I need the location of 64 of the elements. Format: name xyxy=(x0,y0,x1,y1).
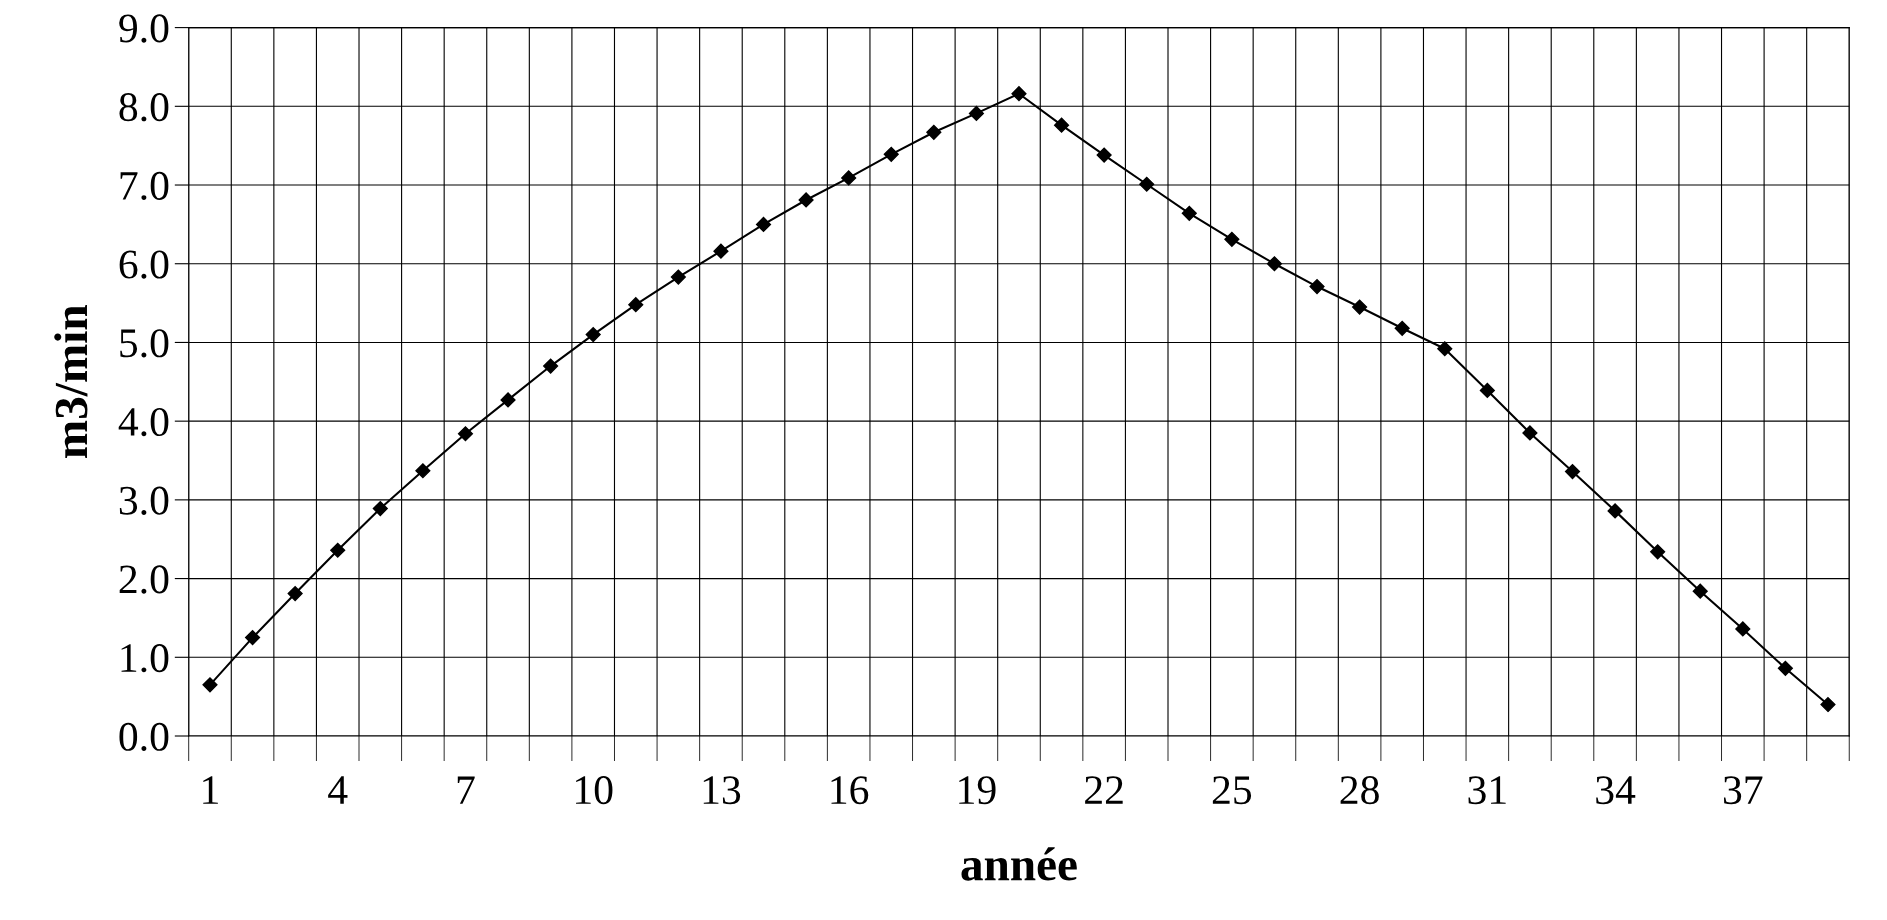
point xyxy=(1735,621,1751,637)
y-tick-label: 4.0 xyxy=(118,407,169,437)
y-tick-label: 8.0 xyxy=(119,93,169,122)
point xyxy=(1479,382,1495,399)
point xyxy=(798,192,814,208)
point xyxy=(1820,696,1836,713)
point xyxy=(1777,660,1793,676)
x-tick-label: 1 xyxy=(203,776,218,804)
point xyxy=(244,630,261,646)
point xyxy=(883,146,899,162)
x-tick-label: 10 xyxy=(576,776,613,805)
point xyxy=(968,105,984,121)
point xyxy=(500,392,516,408)
point xyxy=(202,677,218,693)
y-tick-label: 3.0 xyxy=(119,486,169,515)
x-tick-label: 37 xyxy=(1723,776,1763,805)
point xyxy=(670,269,686,285)
y-tick-label: 6.0 xyxy=(119,250,169,279)
x-tick-label: 25 xyxy=(1212,776,1252,805)
point xyxy=(372,500,388,517)
point xyxy=(1650,544,1666,560)
point xyxy=(713,243,729,259)
point xyxy=(1309,278,1325,295)
x-tick-label: 34 xyxy=(1596,776,1636,805)
point xyxy=(1522,425,1538,441)
point xyxy=(543,358,559,374)
y-tick-label: 7.0 xyxy=(120,171,169,201)
point xyxy=(585,327,601,343)
x-tick-label: 28 xyxy=(1340,776,1379,805)
y-tick-label: 2.0 xyxy=(119,565,169,594)
point xyxy=(330,542,346,558)
y-tick-label: 5.0 xyxy=(120,329,169,358)
point xyxy=(1011,86,1027,102)
point xyxy=(841,170,857,186)
x-tick-label: 22 xyxy=(1085,776,1123,804)
point xyxy=(1692,583,1708,599)
x-tick-label: 7 xyxy=(457,776,475,804)
point xyxy=(1437,341,1453,357)
y-tick-label: 1.0 xyxy=(121,644,169,673)
point xyxy=(1352,299,1368,315)
point xyxy=(457,426,474,442)
point xyxy=(755,216,772,232)
point xyxy=(1053,117,1070,133)
point xyxy=(1266,256,1283,272)
y-tick-label: 9.0 xyxy=(119,14,169,43)
point xyxy=(415,463,431,479)
x-tick-label: 19 xyxy=(959,776,996,805)
y-axis-title: m3/min xyxy=(54,305,88,458)
point xyxy=(1139,176,1155,192)
point xyxy=(1096,147,1112,163)
x-tick-label: 13 xyxy=(703,776,741,805)
x-tick-label: 4 xyxy=(328,776,348,804)
point xyxy=(1181,205,1197,221)
point xyxy=(1564,463,1581,480)
x-tick-label: 31 xyxy=(1468,776,1506,805)
point xyxy=(1394,320,1410,336)
point xyxy=(1224,231,1240,247)
point xyxy=(628,297,644,313)
x-tick-label: 16 xyxy=(831,776,869,805)
x-axis-title: année xyxy=(961,847,1077,881)
point xyxy=(926,124,942,140)
point xyxy=(1607,503,1623,519)
y-tick-label: 0.0 xyxy=(119,722,169,752)
point xyxy=(287,585,303,602)
